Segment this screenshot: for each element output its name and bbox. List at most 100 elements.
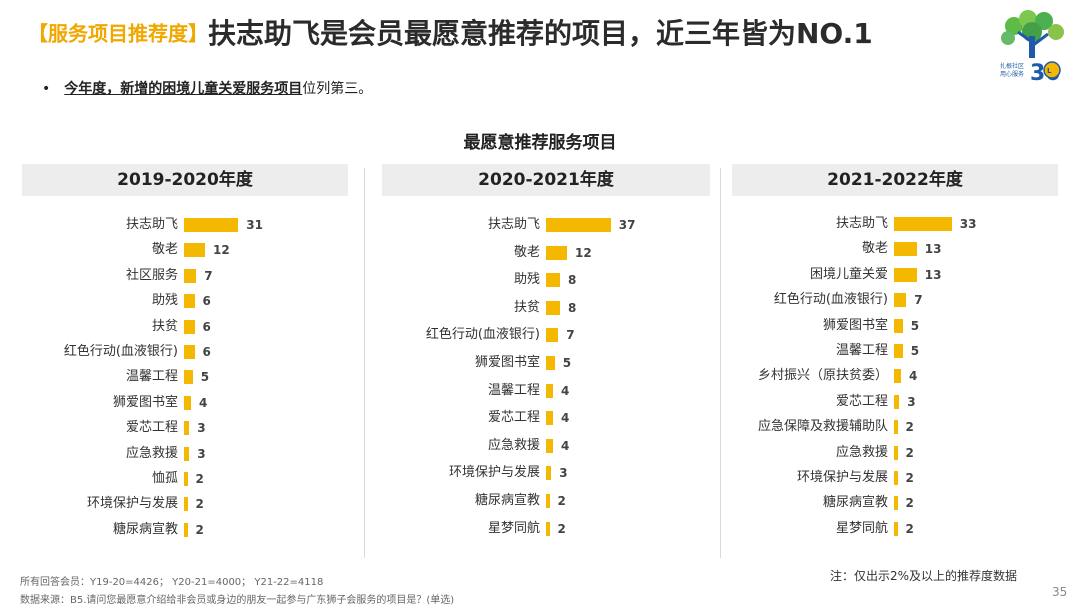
bar xyxy=(184,345,195,359)
category-label: 温馨工程 xyxy=(835,343,888,358)
data-label: 8 xyxy=(568,300,577,315)
summary-bullet: • 今年度，新增的困境儿童关爱服务项目位列第三。 xyxy=(42,78,372,98)
panel-divider xyxy=(364,168,365,558)
bar xyxy=(184,243,205,258)
category-label: 星梦同航 xyxy=(487,520,540,536)
data-label: 2 xyxy=(557,494,566,508)
category-label: 扶贫 xyxy=(513,299,540,315)
category-label: 扶志助飞 xyxy=(125,217,178,232)
data-label: 3 xyxy=(559,466,568,481)
bar xyxy=(546,328,559,343)
category-label: 恤孤 xyxy=(151,471,178,486)
category-label: 社区服务 xyxy=(125,267,178,283)
bar xyxy=(184,395,191,410)
data-label: 31 xyxy=(246,218,263,232)
page-number: 35 xyxy=(1052,585,1068,599)
category-label: 糖尿病宣教 xyxy=(474,493,540,508)
data-label: 2 xyxy=(905,471,914,485)
data-source-note: 数据来源：B5.请问您最愿意介绍给非会员或身边的朋友一起参与广东狮子会服务的项目… xyxy=(20,595,455,606)
category-label: 乡村振兴（原扶贫委） xyxy=(757,368,888,384)
bar xyxy=(184,522,188,537)
category-label: 红色行动(血液银行) xyxy=(425,327,540,343)
category-label: 环境保护与发展 xyxy=(86,496,178,512)
bar xyxy=(894,369,901,384)
data-label: 5 xyxy=(562,356,572,370)
bar xyxy=(894,344,903,358)
category-label: 助残 xyxy=(151,293,178,309)
bar xyxy=(184,497,188,512)
bar xyxy=(894,521,898,536)
data-label: 7 xyxy=(914,293,923,308)
data-label: 5 xyxy=(200,370,210,385)
bar xyxy=(546,383,553,398)
panel-title: 2020-2021年度 xyxy=(382,164,710,196)
category-label: 应急保障及救援辅助队 xyxy=(757,419,888,435)
data-label: 2 xyxy=(905,420,914,435)
bar xyxy=(546,273,560,288)
category-label: 红色行动(血液银行) xyxy=(773,292,888,308)
respondents-note: 所有回答会员：Y19-20=4426； Y20-21=4000； Y21-22=… xyxy=(20,577,324,588)
category-label: 狮爱图书室 xyxy=(822,317,888,333)
data-label: 2 xyxy=(557,521,566,536)
bullet-rest: 位列第三。 xyxy=(302,81,373,97)
threshold-note: 注：仅出示2%及以上的推荐度数据 xyxy=(830,569,1018,583)
category-label: 爱芯工程 xyxy=(835,393,888,409)
category-label: 应急救援 xyxy=(487,437,540,453)
data-label: 6 xyxy=(202,319,211,334)
data-label: 7 xyxy=(566,328,575,343)
data-label: 8 xyxy=(568,273,577,288)
data-label: 2 xyxy=(195,522,204,537)
category-label: 狮爱图书室 xyxy=(474,355,540,370)
bar xyxy=(894,471,898,485)
bar xyxy=(546,411,553,426)
bullet-dot-icon: • xyxy=(42,81,51,97)
bar xyxy=(546,438,553,453)
category-label: 红色行动(血液银行) xyxy=(63,344,178,359)
data-label: 33 xyxy=(959,217,977,231)
data-label: 37 xyxy=(618,218,636,232)
svg-text:扎根社区: 扎根社区 xyxy=(1000,62,1024,70)
lions-club-logo-icon: 扎根社区 用心服务 30 L xyxy=(1000,10,1064,82)
data-label: 7 xyxy=(204,268,213,283)
category-label: 敬老 xyxy=(861,241,888,257)
data-label: 6 xyxy=(202,294,211,309)
data-label: 2 xyxy=(905,496,914,511)
data-label: 4 xyxy=(561,383,570,398)
data-label: 5 xyxy=(910,318,920,333)
category-label: 助残 xyxy=(513,272,540,288)
bar xyxy=(546,300,560,315)
bar xyxy=(894,293,907,308)
category-label: 狮爱图书室 xyxy=(112,394,178,410)
data-label: 4 xyxy=(909,369,918,384)
data-label: 3 xyxy=(197,421,206,436)
category-label: 环境保护与发展 xyxy=(796,470,888,485)
bar xyxy=(894,394,900,409)
bar xyxy=(894,217,952,231)
data-label: 13 xyxy=(924,267,942,282)
data-label: 3 xyxy=(907,394,916,409)
svg-text:L: L xyxy=(1047,67,1052,75)
data-label: 13 xyxy=(924,242,942,257)
bar xyxy=(894,445,898,460)
title-tag: 【服务项目推荐度】 xyxy=(28,21,208,46)
bar xyxy=(894,267,917,282)
category-label: 爱芯工程 xyxy=(487,410,540,426)
category-label: 应急救援 xyxy=(125,445,178,461)
category-label: 温馨工程 xyxy=(487,382,540,398)
category-label: 扶志助飞 xyxy=(835,216,888,231)
data-label: 12 xyxy=(575,245,592,260)
category-label: 温馨工程 xyxy=(125,369,178,385)
bar xyxy=(184,472,188,486)
bar xyxy=(184,446,190,461)
category-label: 应急救援 xyxy=(835,444,888,460)
category-label: 扶贫 xyxy=(151,318,178,334)
bar xyxy=(546,521,550,536)
data-label: 12 xyxy=(213,243,230,258)
bullet-highlight: 今年度，新增的困境儿童关爱服务项目 xyxy=(64,81,303,97)
data-label: 2 xyxy=(195,472,204,486)
bar xyxy=(184,218,239,232)
bar xyxy=(184,421,190,436)
bar xyxy=(184,370,193,385)
category-label: 扶志助飞 xyxy=(487,217,540,232)
category-label: 敬老 xyxy=(513,244,540,260)
